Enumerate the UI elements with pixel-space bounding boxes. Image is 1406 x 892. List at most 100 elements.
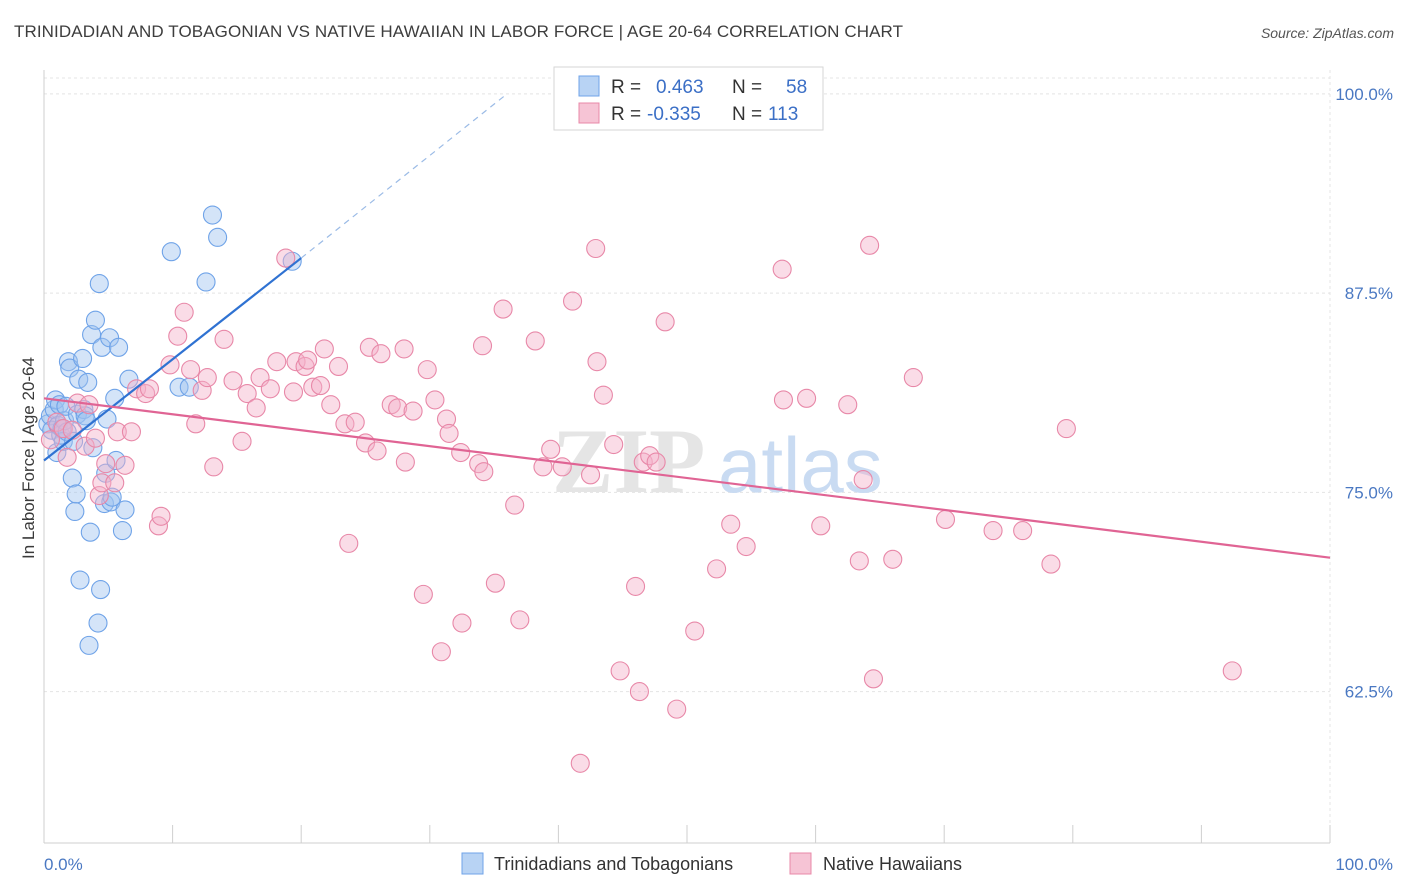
point-trinidadian-14	[58, 352, 78, 372]
point-hawaiian-101	[838, 395, 858, 415]
point-trinidadian-44	[106, 450, 126, 471]
point-hawaiian-84	[604, 434, 624, 455]
point-hawaiian-28	[204, 457, 224, 477]
bottom-legend-label-2: Native Hawaiians	[823, 854, 962, 874]
x-tick-label-1: 100.0%	[1335, 855, 1393, 874]
point-hawaiian-59	[413, 584, 433, 604]
point-hawaiian-102	[849, 551, 869, 571]
point-hawaiian-60	[417, 360, 437, 380]
point-trinidadian-28	[79, 635, 99, 655]
watermark: ZIP atlas	[552, 410, 883, 512]
point-hawaiian-29	[214, 329, 234, 349]
y-axis-label: In Labor Force | Age 20-64	[19, 357, 38, 559]
point-hawaiian-98	[773, 390, 794, 410]
point-hawaiian-36	[267, 352, 287, 372]
point-hawaiian-44	[314, 339, 334, 359]
point-hawaiian-87	[629, 682, 649, 702]
point-hawaiian-35	[260, 379, 280, 399]
point-trinidadian-23	[73, 348, 93, 369]
point-trinidadian-19	[66, 484, 86, 504]
point-hawaiian-95	[721, 514, 741, 534]
point-hawaiian-12	[105, 473, 125, 493]
point-hawaiian-103	[853, 470, 873, 490]
point-hawaiian-33	[246, 398, 266, 418]
point-hawaiian-73	[510, 610, 530, 630]
trend-line-trinidadian-extension	[300, 93, 508, 259]
trend-line-trinidadian	[43, 257, 302, 462]
correlation-legend: R = 0.463 N = 58 R = -0.335 N = 113	[553, 66, 824, 131]
point-hawaiian-82	[587, 352, 607, 372]
point-trinidadian-50	[169, 377, 189, 397]
point-hawaiian-75	[533, 457, 553, 477]
point-hawaiian-13	[107, 422, 127, 442]
point-hawaiian-8	[85, 428, 105, 448]
point-hawaiian-53	[371, 344, 391, 364]
legend-r-value-1: 0.463	[656, 77, 704, 98]
point-hawaiian-37	[276, 248, 296, 268]
bottom-legend-swatch-blue	[461, 852, 484, 875]
point-hawaiian-23	[174, 302, 194, 322]
point-trinidadian-34	[89, 274, 109, 294]
point-hawaiian-86	[626, 576, 646, 596]
point-hawaiian-80	[580, 465, 601, 485]
point-hawaiian-57	[395, 452, 415, 472]
point-hawaiian-111	[1041, 554, 1061, 574]
point-hawaiian-41	[298, 350, 318, 370]
y-tick-labels: 100.0% 87.5% 75.0% 62.5%	[1335, 85, 1393, 702]
point-hawaiian-110	[1013, 521, 1033, 541]
point-hawaiian-94	[707, 559, 727, 579]
point-trinidadian-48	[119, 369, 139, 389]
point-trinidadian-35	[91, 580, 111, 600]
point-hawaiian-78	[562, 291, 583, 311]
point-hawaiian-99	[797, 388, 817, 408]
series-legend: Trinidadians and Tobagonians Native Hawa…	[461, 852, 962, 875]
point-trinidadian-53	[202, 205, 223, 225]
point-hawaiian-97	[772, 259, 792, 279]
point-hawaiian-91	[655, 312, 675, 332]
x-tick-label-0: 0.0%	[44, 855, 83, 874]
point-hawaiian-71	[493, 299, 513, 319]
point-hawaiian-83	[593, 385, 613, 405]
point-hawaiian-92	[667, 699, 687, 719]
point-hawaiian-109	[983, 521, 1003, 541]
point-trinidadian-49	[161, 242, 181, 262]
point-hawaiian-77	[552, 457, 572, 477]
series-native-hawaiians-points	[40, 235, 1242, 773]
point-hawaiian-100	[811, 516, 831, 536]
point-hawaiian-64	[439, 423, 459, 443]
point-hawaiian-61	[425, 390, 445, 410]
point-trinidadian-52	[196, 272, 216, 292]
point-hawaiian-15	[121, 422, 141, 442]
point-hawaiian-6	[75, 436, 95, 456]
point-hawaiian-46	[328, 356, 349, 376]
bottom-legend-label-1: Trinidadians and Tobagonians	[494, 854, 733, 874]
point-hawaiian-27	[197, 368, 217, 388]
point-hawaiian-47	[335, 414, 355, 434]
point-hawaiian-51	[359, 337, 379, 357]
point-hawaiian-105	[860, 235, 880, 255]
point-hawaiian-108	[935, 509, 956, 530]
point-hawaiian-90	[646, 452, 666, 472]
point-hawaiian-113	[1222, 661, 1242, 681]
point-hawaiian-93	[685, 621, 705, 641]
trend-lines	[43, 93, 1331, 559]
point-hawaiian-43	[310, 376, 331, 396]
watermark-atlas: atlas	[718, 421, 883, 509]
point-hawaiian-112	[1056, 419, 1076, 439]
legend-n-value-1: 58	[786, 77, 807, 98]
point-hawaiian-14	[115, 455, 135, 475]
point-trinidadian-22	[70, 570, 90, 590]
legend-swatch-blue	[578, 75, 600, 97]
point-hawaiian-56	[394, 339, 414, 359]
point-hawaiian-32	[237, 383, 257, 404]
point-hawaiian-68	[472, 336, 493, 356]
y-tick-label-0: 100.0%	[1335, 85, 1393, 104]
point-hawaiian-70	[485, 573, 505, 593]
chart-source: Source: ZipAtlas.com	[1260, 25, 1394, 41]
point-hawaiian-107	[903, 368, 923, 388]
legend-n-label-1: N =	[732, 77, 762, 98]
trend-line-hawaiian	[43, 397, 1331, 559]
bottom-legend-swatch-pink	[789, 852, 812, 875]
point-hawaiian-30	[223, 371, 243, 391]
chart-title: TRINIDADIAN AND TOBAGONIAN VS NATIVE HAW…	[14, 22, 904, 41]
